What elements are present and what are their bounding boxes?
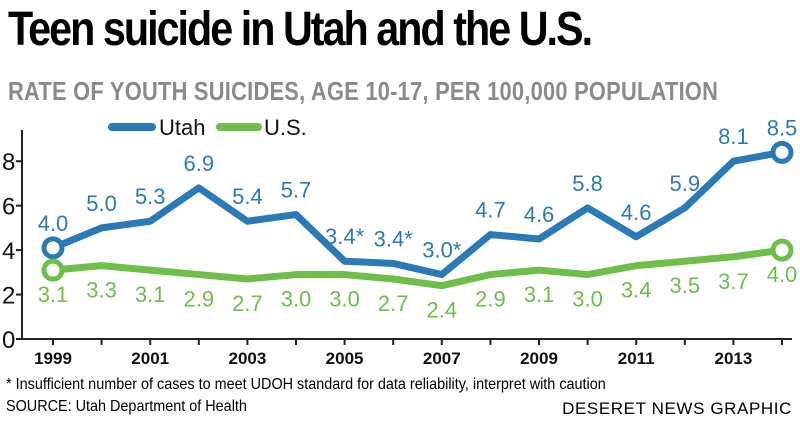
graphic-credit: DESERET NEWS GRAPHIC bbox=[562, 399, 792, 418]
y-tick-label: 6 bbox=[2, 194, 15, 221]
legend-label-utah: Utah bbox=[159, 115, 205, 140]
y-tick-label: 0 bbox=[2, 327, 15, 354]
us-data-label: 4.0 bbox=[767, 262, 798, 287]
utah-data-label: 5.4 bbox=[232, 184, 263, 209]
us-data-label: 3.0 bbox=[281, 287, 312, 312]
utah-data-label: 5.9 bbox=[670, 171, 701, 196]
footnote: * Insufficient number of cases to meet U… bbox=[6, 376, 606, 393]
us-data-label: 3.0 bbox=[572, 287, 603, 312]
x-tick-label: 2013 bbox=[714, 349, 752, 368]
us-line bbox=[49, 246, 786, 290]
us-data-label: 3.1 bbox=[135, 282, 166, 307]
utah-data-label: 4.6 bbox=[524, 202, 555, 227]
source-note: SOURCE: Utah Department of Health bbox=[6, 398, 247, 415]
us-endpoint-marker bbox=[770, 238, 794, 262]
y-tick-label: 8 bbox=[2, 149, 15, 176]
us-data-label: 3.5 bbox=[670, 273, 701, 298]
us-data-label: 3.1 bbox=[524, 282, 555, 307]
us-data-label: 2.7 bbox=[378, 291, 409, 316]
x-tick-label: 2011 bbox=[618, 349, 655, 368]
x-tick-label: 2007 bbox=[423, 349, 461, 368]
us-data-label: 3.3 bbox=[86, 278, 117, 303]
utah-data-label: 5.0 bbox=[86, 191, 117, 216]
utah-line bbox=[49, 148, 786, 279]
utah-data-label: 6.9 bbox=[184, 151, 215, 176]
us-data-label: 3.0 bbox=[329, 287, 360, 312]
data-labels: 4.0 5.0 5.3 6.9 5.4 5.7 3.4* 3.4* 3.0* 4.7 4.6 5.8 4… bbox=[38, 115, 798, 322]
chart-subtitle: RATE OF YOUTH SUICIDES, AGE 10-17, PER 1… bbox=[8, 76, 719, 106]
us-data-label: 2.4 bbox=[427, 298, 458, 323]
x-tick-label: 2005 bbox=[326, 349, 364, 368]
utah-data-label: 5.7 bbox=[281, 178, 312, 203]
y-tick-label: 4 bbox=[2, 238, 15, 265]
legend: Utah U.S. bbox=[108, 115, 307, 140]
utah-data-label: 3.4* bbox=[374, 226, 414, 251]
us-data-label: 3.4 bbox=[621, 278, 652, 303]
us-data-label: 2.9 bbox=[475, 287, 506, 312]
us-data-label: 2.9 bbox=[184, 287, 215, 312]
us-data-label: 3.7 bbox=[718, 269, 749, 294]
x-tick-label: 2001 bbox=[131, 349, 169, 368]
axes: 0 2 4 6 8 1999 2001 2003 2005 2007 2009 2011 2013 bbox=[2, 130, 792, 368]
utah-data-label: 5.3 bbox=[135, 184, 166, 209]
utah-data-label: 4.0 bbox=[38, 211, 69, 236]
utah-endpoint-marker bbox=[41, 236, 65, 260]
utah-data-label: 8.5 bbox=[767, 115, 798, 140]
us-data-label: 2.7 bbox=[232, 291, 263, 316]
utah-data-label: 3.4* bbox=[325, 224, 365, 249]
x-tick-label: 1999 bbox=[34, 349, 72, 368]
utah-data-label: 8.1 bbox=[718, 124, 749, 149]
x-tick-label: 2003 bbox=[228, 349, 266, 368]
utah-data-label: 4.6 bbox=[621, 200, 652, 225]
utah-data-label: 4.7 bbox=[475, 198, 506, 223]
legend-label-us: U.S. bbox=[264, 115, 307, 140]
series-lines bbox=[41, 140, 794, 290]
us-endpoint-marker bbox=[41, 258, 65, 282]
utah-data-label: 5.8 bbox=[572, 171, 603, 196]
us-data-label: 3.1 bbox=[38, 282, 69, 307]
utah-endpoint-marker bbox=[770, 140, 794, 164]
y-tick-label: 2 bbox=[2, 283, 15, 310]
utah-data-label: 3.0* bbox=[422, 238, 462, 263]
x-tick-label: 2009 bbox=[520, 349, 558, 368]
chart-title: Teen suicide in Utah and the U.S. bbox=[8, 3, 593, 56]
